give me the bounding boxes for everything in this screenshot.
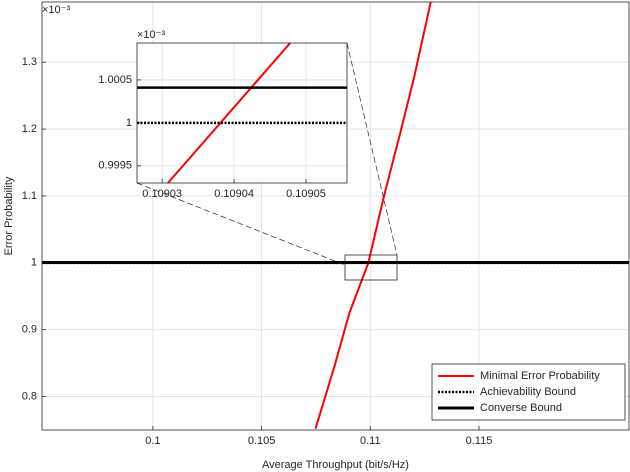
y-tick-label: 0.8	[22, 390, 37, 402]
x-tick-label: 0.10904	[214, 188, 254, 200]
y-tick-label: 1.0005	[98, 74, 132, 86]
y-tick-label: 0.9995	[98, 160, 132, 172]
plot-area	[137, 43, 347, 183]
x-tick-label: 0.10905	[286, 188, 326, 200]
legend: Minimal Error Probability Achievability B…	[431, 363, 626, 421]
y-tick-label: 1	[126, 117, 132, 129]
legend-label: Achievability Bound	[480, 386, 576, 398]
x-axis-label: Average Throughput (bit/s/Hz)	[262, 459, 409, 471]
series-line	[314, 2, 432, 429]
series-group	[137, 43, 347, 183]
y-tick-label: 1	[31, 257, 37, 269]
x-tick-label: 0.1	[145, 435, 160, 447]
legend-label: Converse Bound	[480, 402, 562, 414]
y-exponent-label: ×10⁻³	[42, 4, 70, 16]
axes-frame	[41, 1, 630, 431]
zoom-box	[344, 254, 398, 281]
y-axis-label: Error Probability	[3, 176, 15, 255]
x-tick-label: 0.11	[360, 435, 381, 447]
legend-label: Minimal Error Probability	[480, 370, 600, 382]
series-group	[42, 2, 629, 429]
zoom-connector	[136, 182, 346, 266]
x-tick-label: 0.10903	[142, 188, 182, 200]
y-tick-label: 0.9	[22, 324, 37, 336]
inset-axes: 0.10903 0.10904 0.10905 0.9995 1 1.0005 ×10⁻³	[98, 29, 348, 200]
y-exponent-label: ×10⁻³	[137, 29, 165, 41]
axes-frame	[136, 42, 348, 184]
zoom-connector	[346, 42, 398, 256]
y-tick-label: 1.2	[22, 123, 37, 135]
series-line	[167, 43, 291, 183]
x-tick-label: 0.115	[466, 435, 493, 447]
y-tick-label: 1.1	[22, 190, 37, 202]
y-tick-label: 1.3	[22, 56, 37, 68]
x-tick-label: 0.105	[248, 435, 276, 447]
zoom-indicator	[136, 42, 398, 281]
